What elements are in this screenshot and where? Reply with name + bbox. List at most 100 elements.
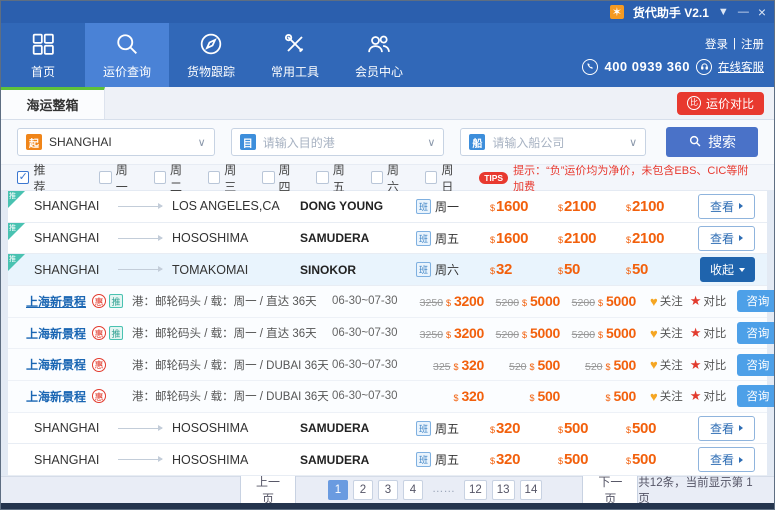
checkbox-checked-icon: ✓ [17,171,30,184]
follow-link[interactable]: 关注 [659,328,683,341]
follow-link[interactable]: 关注 [659,296,683,309]
register-link[interactable]: 注册 [741,38,764,51]
follow-heart-icon[interactable]: ♥ [650,325,658,341]
page-button-3[interactable]: 3 [377,480,398,500]
day-checkbox-mon[interactable]: 周一 [99,161,138,195]
nav-item-member-center[interactable]: 会员中心 [337,23,421,87]
chevron-down-icon: ∨ [427,136,436,149]
day-checkbox-fri[interactable]: 周五 [316,161,355,195]
follow-heart-icon[interactable]: ♥ [650,388,658,404]
origin-port: SHANGHAI [34,231,100,245]
day-checkbox-sat[interactable]: 周六 [370,161,410,195]
compare-star-icon[interactable]: ★ [689,325,702,341]
compare-link[interactable]: 对比 [703,296,727,309]
price-20gp: 3250 $3200 [419,293,485,310]
view-button[interactable]: 查看 [697,415,755,441]
tips-note: TIPS 提示：“负”运价均为净价，未包含EBS、CIC等附加费 [479,162,758,194]
consult-button[interactable]: 咨询 [737,290,774,313]
price-20gp: $1600 [490,197,529,215]
page-button-14[interactable]: 14 [519,480,543,500]
price-40hq: 520 $500 [584,356,636,373]
minimize-button[interactable]: — [737,6,749,18]
promo-badge-icon: 惠 [92,389,106,404]
recommend-ribbon-icon: 推 [8,222,25,240]
route-detail: 港：邮轮码头 / 载：周一 / 直达 36天 [132,296,317,309]
day-checkbox-tue[interactable]: 周二 [153,161,193,195]
page-button-1[interactable]: 1 [327,480,348,500]
rate-compare-button[interactable]: 比 运价对比 [676,91,764,115]
home-grid-icon [29,30,57,58]
compare-link[interactable]: 对比 [703,359,727,372]
close-button[interactable]: × [757,4,766,20]
search-button[interactable]: 搜索 [666,127,758,157]
agent-link[interactable]: 上海新景程 [26,294,87,309]
nav-right-area: 登录 | 注册 400 0939 360 在线客服 [582,23,774,87]
consult-button[interactable]: 咨询 [737,353,774,376]
agent-link[interactable]: 上海新景程 [26,389,87,404]
agent-link[interactable]: 上海新景程 [26,358,87,373]
table-row-expanded: 推 SHANGHAI TOMAKOMAI SINOKOR 班周六 $32 $50… [8,254,767,287]
compare-star-icon[interactable]: ★ [689,293,702,309]
checkbox-icon [207,171,221,184]
collapse-button[interactable]: 收起 [699,257,755,283]
route-arrow-icon [108,456,172,463]
agent-link[interactable]: 上海新景程 [26,326,87,341]
tab-bar: 海运整箱 比 运价对比 [1,87,774,120]
schedule-badge-icon: 班 [416,420,431,436]
recommend-badge-icon: 推 [109,326,123,341]
nav-item-label: 常用工具 [270,65,319,79]
origin-port-select[interactable]: 起 SHANGHAI ∨ [17,128,215,156]
follow-link[interactable]: 关注 [659,391,683,404]
app-title: 货代助手 V2.1 [632,5,709,20]
page-button-2[interactable]: 2 [352,480,373,500]
view-button[interactable]: 查看 [697,225,755,251]
sailing-day: 班周一 [416,198,490,215]
compare-star-icon[interactable]: ★ [689,388,702,404]
recommend-ribbon-icon: 推 [8,254,25,272]
agent-quote-row: 上海新景程 惠推 港：邮轮码头 / 载：周一 / 直达 36天 06-30~07… [8,286,774,318]
page-button-4[interactable]: 4 [402,480,423,500]
nav-item-cargo-tracking[interactable]: 货物跟踪 [169,23,253,87]
compare-link[interactable]: 对比 [703,391,727,404]
day-checkbox-wed[interactable]: 周三 [207,161,247,195]
compass-icon [197,30,225,58]
day-checkbox-thu[interactable]: 周四 [262,161,301,195]
follow-heart-icon[interactable]: ♥ [650,357,658,373]
window-menu-caret-icon[interactable]: ▼ [717,6,729,18]
recommend-checkbox[interactable]: ✓ 推荐 [17,162,46,194]
consult-button[interactable]: 咨询 [737,322,774,345]
nav-item-home[interactable]: 首页 [1,23,85,87]
price-20gp: $320 [490,451,521,469]
nav-item-rate-query[interactable]: 运价查询 [85,23,169,87]
sailing-day: 班周五 [416,230,490,247]
view-button[interactable]: 查看 [697,447,755,473]
service-phone-number: 400 0939 360 [604,59,690,74]
price-40hq: $500 [626,419,657,437]
follow-heart-icon[interactable]: ♥ [650,293,658,309]
view-button[interactable]: 查看 [697,193,755,219]
day-checkbox-sun[interactable]: 周日 [424,161,464,195]
online-service-link[interactable]: 在线客服 [718,61,764,74]
price-40gp: 5200 $5000 [495,293,561,310]
compare-link[interactable]: 对比 [703,328,727,341]
tab-sea-fcl[interactable]: 海运整箱 [1,87,105,119]
title-bar: ✶ 货代助手 V2.1 ▼ — × [1,1,774,23]
carrier-select[interactable]: 船 请输入船公司 ∨ [460,128,647,156]
carrier-name: SAMUDERA [300,421,370,436]
follow-link[interactable]: 关注 [659,359,683,372]
page-button-12[interactable]: 12 [463,480,487,500]
route-arrow-icon [108,424,172,431]
login-link[interactable]: 登录 [705,38,728,51]
nav-item-tools[interactable]: 常用工具 [253,23,337,87]
compare-star-icon[interactable]: ★ [689,356,702,372]
page-button-13[interactable]: 13 [491,480,515,500]
consult-button[interactable]: 咨询 [737,385,774,408]
agent-quote-row: 上海新景程 惠 港：邮轮码头 / 载：周一 / DUBAI 36天 06-30~… [8,349,774,382]
price-40gp: $50 [558,261,581,279]
app-logo-icon: ✶ [609,5,624,19]
checkbox-icon [316,171,329,184]
price-40gp: 520 $500 [508,356,560,373]
price-40hq: $2100 [626,229,665,247]
destination-port-select[interactable]: 目 请输入目的港 ∨ [230,128,445,156]
triangle-right-icon [739,456,743,463]
